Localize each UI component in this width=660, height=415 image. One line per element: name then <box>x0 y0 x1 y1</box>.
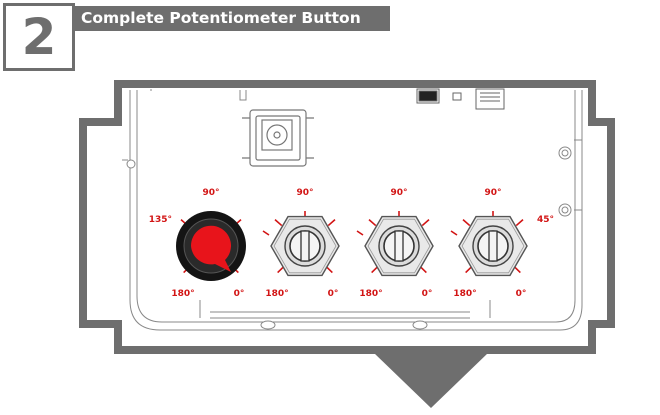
pot-3-label-bottom-left: 180° <box>359 289 382 299</box>
step-number: 2 <box>21 8 57 66</box>
completed-knob-label-top: 90° <box>202 188 219 198</box>
completed-knob: 90° 135° 180° 0° <box>149 188 246 299</box>
pot-2-label-bottom-right: 0° <box>328 289 339 299</box>
completed-knob-label-top-left: 135° <box>149 215 172 225</box>
pot-3-label-bottom-right: 0° <box>422 289 433 299</box>
pot-4-label-bottom-right: 0° <box>516 289 527 299</box>
pot-2: 90° 180° 0° <box>262 188 340 299</box>
potentiometer-row: 90° 135° 180° 0° 90° 180° 0° 90° 180° 0° 90° 45° 180… <box>149 188 554 299</box>
pot-4-label-top: 90° <box>484 188 501 198</box>
completed-knob-label-bottom-right: 0° <box>234 289 245 299</box>
pcb-line-art <box>122 89 583 331</box>
completed-knob-label-bottom-left: 180° <box>171 289 194 299</box>
knob-red-pointer-cap <box>190 225 231 272</box>
tactile-button <box>242 109 314 167</box>
step-number-box: 2 <box>3 3 75 71</box>
step-title-bar: Complete Potentiometer Button <box>75 6 390 31</box>
down-arrow-icon <box>374 353 488 408</box>
pot-3: 90° 180° 0° <box>356 188 434 299</box>
pot-2-label-top: 90° <box>296 188 313 198</box>
pot-3-ticks <box>356 211 430 274</box>
pot-2-hex-nut-inner <box>273 218 337 274</box>
pot-2-label-bottom-left: 180° <box>265 289 288 299</box>
pot-4-label-bottom-left: 180° <box>453 289 476 299</box>
smd-components <box>416 88 505 110</box>
pot-4-shaft-slot <box>488 230 498 262</box>
pot-4-label-top-right: 45° <box>537 215 554 225</box>
pot-4: 90° 45° 180° 0° <box>450 188 554 299</box>
mounting-bosses <box>126 146 572 330</box>
pot-3-shaft-slot <box>394 230 404 262</box>
step-title: Complete Potentiometer Button <box>81 9 361 27</box>
pot-3-label-top: 90° <box>390 188 407 198</box>
enclosure-frame <box>79 80 615 354</box>
pot-2-shaft-slot <box>300 230 310 262</box>
pot-3-hex-nut-inner <box>367 218 431 274</box>
pot-4-hex-nut-inner <box>461 218 525 274</box>
